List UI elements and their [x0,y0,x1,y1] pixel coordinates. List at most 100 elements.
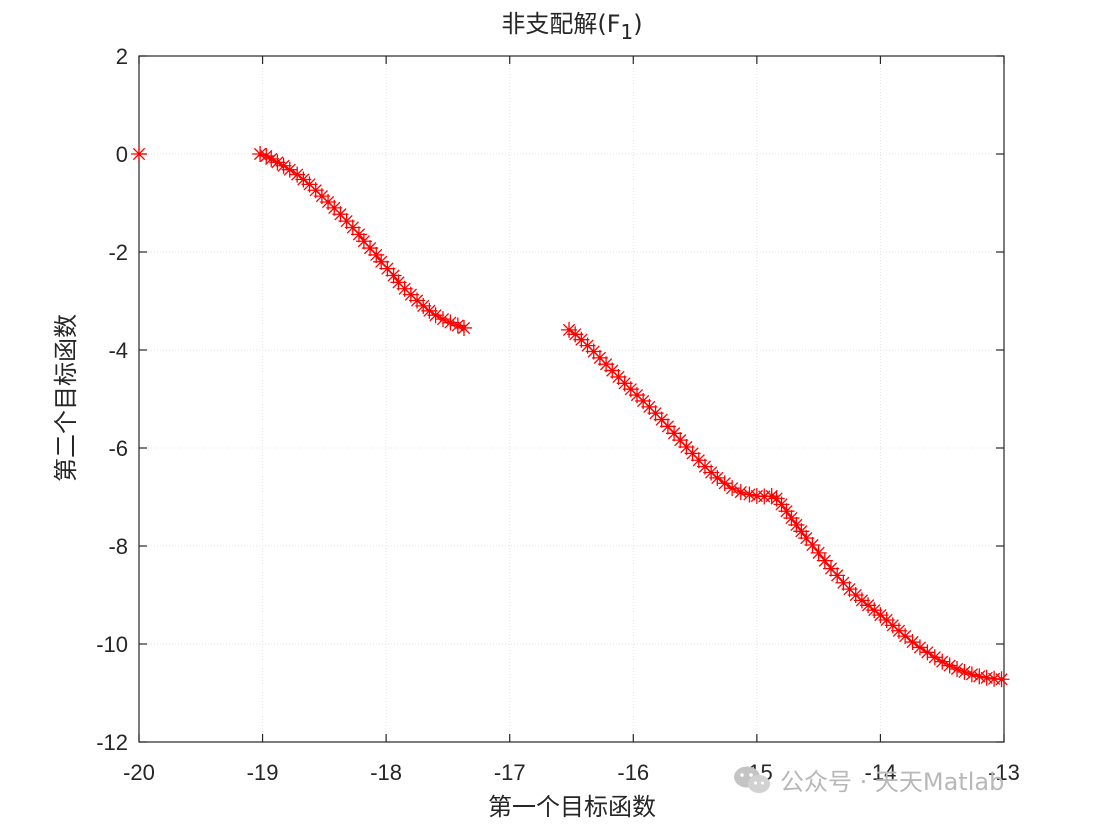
data-point [696,458,713,475]
data-point [835,574,852,591]
watermark-text: 公众号 · 天天Matlab [780,768,1005,796]
y-tick-label: -8 [108,534,128,559]
data-point [783,510,800,527]
y-tick-label: -12 [96,730,128,755]
data-point [978,669,995,686]
y-tick-label: 0 [116,142,128,167]
data-point [373,253,390,270]
data-point [904,634,921,651]
data-point [890,622,907,639]
x-tick-label: -14 [865,760,897,785]
data-point [911,639,928,656]
data-point [307,182,324,199]
data-point [427,307,444,324]
data-point [442,314,459,331]
data-point [773,496,790,513]
data-point [313,188,330,205]
data-point [455,319,472,336]
data-point [567,326,584,343]
data-point [415,297,432,314]
data-point [344,219,361,236]
data-point [616,375,633,392]
data-point [258,147,275,164]
data-point [816,552,833,569]
data-point [993,671,1010,688]
data-point [716,475,733,492]
data-point [949,660,966,677]
data-point [934,653,951,670]
data-point [326,199,343,216]
data-point [653,411,670,428]
data-point [804,537,821,554]
y-tick-label: -2 [108,240,128,265]
series-markers [131,146,1010,688]
y-tick-labels: 2 0 -2 -4 -6 -8 -10 -12 [96,44,128,755]
data-point [421,302,438,319]
x-tick-label: -17 [494,760,526,785]
data-point [678,439,695,456]
data-point [350,226,367,243]
data-point [763,488,780,505]
data-point [690,452,707,469]
y-tick-label: -6 [108,436,128,461]
x-tick-labels: -20-19-18-17-16-15-14-13 [123,760,1020,785]
data-point [573,331,590,348]
data-point [926,649,943,666]
data-point [709,469,726,486]
data-point [956,663,973,680]
series-segment [561,321,1010,688]
series-segment [252,146,472,336]
wechat-icon [734,766,770,793]
data-point [647,405,664,422]
data-point [275,157,292,174]
y-axis-title: 第二个目标函数 [52,314,80,482]
data-point [434,311,451,328]
data-point [409,292,426,309]
data-point [793,523,810,540]
data-point [385,267,402,284]
data-point [263,150,280,167]
data-point [666,425,683,442]
data-point [561,321,578,338]
chart-title: 非支配解(F1) [501,10,642,44]
series-segment [131,146,147,162]
data-point [131,146,147,162]
data-point [841,581,858,598]
data-point [390,274,407,291]
data-point [884,617,901,634]
data-point [878,611,895,628]
plot-area [138,55,1005,743]
data-point [252,146,269,162]
data-point [778,503,795,520]
data-point [641,398,658,415]
data-point [269,154,286,171]
data-point [672,432,689,449]
x-tick-label: -16 [617,760,649,785]
data-point [798,530,815,547]
data-point [897,628,914,645]
data-point [941,657,958,674]
data-point [622,381,639,398]
data-point [724,480,741,497]
chart-title-subscript: 1 [621,20,634,44]
data-point [362,240,379,257]
data-point [338,213,355,230]
chart-title-main: 非支配解(F [501,10,620,38]
y-tick-label: -10 [96,632,128,657]
x-axis-title: 第一个目标函数 [488,793,656,821]
data-point [402,286,419,303]
data-point [853,592,870,609]
data-point [598,356,615,373]
data-point [295,171,312,188]
data-point [449,317,466,334]
data-point [732,484,749,501]
data-point [301,176,318,193]
data-point [659,418,676,435]
y-tick-label: -4 [108,338,128,363]
watermark: 公众号 · 天天Matlab [732,762,1004,797]
data-point [332,206,349,223]
axis-ticks [138,55,1005,743]
x-tick-label: -18 [370,760,402,785]
data-point [829,567,846,584]
